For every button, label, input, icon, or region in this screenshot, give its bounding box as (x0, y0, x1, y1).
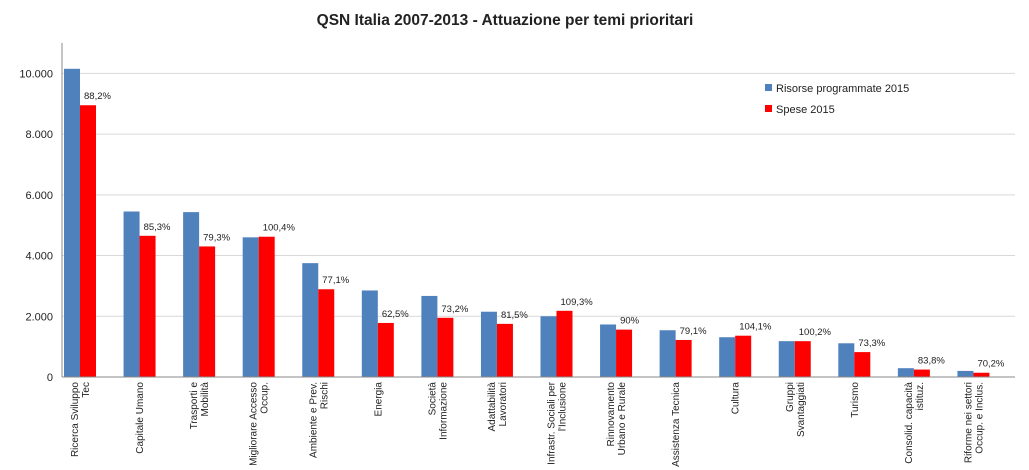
x-tick-label: Riforme nei settoriOccup. e Inclus. (963, 382, 985, 463)
bar-spese (139, 235, 156, 377)
data-label: 100,2% (799, 327, 832, 338)
x-tick-label: Trasporti eMobilità (189, 382, 211, 430)
x-tick-label: Consolid. capacitàistituz. (904, 382, 926, 464)
bar-risorse (242, 237, 259, 377)
data-label: 85,3% (144, 222, 171, 233)
bars (64, 68, 990, 378)
bar-risorse (123, 211, 140, 377)
legend-swatch-spese (765, 105, 772, 112)
x-tick-label: RinnovamentoUrbano e Rurale (606, 382, 628, 456)
data-label: 70,2% (977, 359, 1004, 370)
bar-spese (199, 246, 216, 377)
legend-label-risorse: Risorse programmate 2015 (776, 83, 909, 95)
y-tick-label: 8.000 (25, 129, 53, 141)
y-tick-label: 2.000 (25, 311, 53, 323)
data-label: 77,1% (322, 275, 349, 286)
bar-spese (496, 323, 513, 377)
data-label: 81,5% (501, 310, 528, 321)
data-label: 88,2% (84, 91, 111, 102)
bar-risorse (778, 341, 795, 377)
data-label: 79,3% (203, 232, 230, 243)
bar-spese (258, 236, 275, 377)
chart-title: QSN Italia 2007-2013 - Attuazione per te… (317, 12, 694, 29)
legend-label-spese: Spese 2015 (776, 104, 835, 116)
data-label: 109,3% (561, 297, 594, 308)
y-tick-label: 10.000 (19, 68, 53, 80)
legend: Risorse programmate 2015 Spese 2015 (765, 83, 909, 116)
legend-swatch-risorse (765, 84, 772, 91)
bar-spese (377, 322, 394, 377)
bar-spese (794, 341, 811, 377)
x-tick-label: Cultura (731, 382, 742, 415)
bar-spese (735, 335, 752, 377)
bar-risorse (600, 324, 617, 377)
x-axis: Ricerca SviluppoTec Capitale Umano Traspor… (62, 376, 1015, 467)
bar-spese (437, 317, 454, 377)
x-tick-label: Turismo (850, 382, 861, 418)
x-tick-label: Assistenza Tecnica (671, 382, 682, 467)
bar-spese (675, 339, 692, 377)
bar-risorse (421, 295, 438, 377)
x-tick-label: AdattabilitàLavoratori (487, 382, 509, 432)
y-tick-label: 0 (47, 372, 53, 384)
bar-risorse (957, 370, 974, 377)
x-tick-label: Ambiente e Prev.Rischi (308, 382, 330, 458)
x-tick-label: Energia (373, 382, 384, 417)
x-tick-label: Infrastr. Sociali perl'Inclusione (547, 381, 569, 464)
bar-spese (973, 372, 990, 377)
bar-spese (913, 369, 930, 377)
data-label: 79,1% (680, 326, 707, 337)
bar-risorse (897, 368, 914, 377)
bar-risorse (64, 68, 80, 378)
data-label: 104,1% (739, 322, 772, 333)
y-tick-label: 4.000 (25, 251, 53, 263)
x-tick-label: GruppiSvantaggiati (785, 382, 807, 437)
y-tick-label: 6.000 (25, 190, 53, 202)
x-tick-label: SocietàInformazione (427, 382, 449, 440)
bar-spese (616, 329, 633, 377)
data-label: 73,2% (441, 304, 468, 315)
data-label: 83,8% (918, 356, 945, 367)
x-tick-label: Capitale Umano (135, 382, 146, 454)
bar-risorse (302, 263, 319, 377)
bar-risorse (719, 337, 736, 377)
bar-spese (318, 289, 335, 377)
bar-spese (854, 352, 871, 377)
bar-risorse (183, 212, 200, 377)
data-label: 73,3% (858, 338, 885, 349)
bar-risorse (480, 311, 497, 377)
x-tick-label: Ricerca SviluppoTec (70, 382, 92, 457)
bar-spese (80, 105, 96, 377)
bar-risorse (540, 316, 557, 377)
x-tick-label: Migliorare AccessoOccup. (249, 382, 271, 466)
data-labels: 88,2% 85,3% 79,3% 100,4% 77,1% 62,5% 73,2% 81,5… (84, 91, 1005, 370)
bar-risorse (659, 330, 676, 377)
data-label: 100,4% (263, 223, 296, 234)
bar-risorse (838, 343, 855, 377)
bar-spese (556, 310, 573, 377)
y-axis: 0 2.000 4.000 6.000 8.000 10.000 (19, 43, 63, 384)
data-label: 62,5% (382, 309, 409, 320)
data-label: 90% (620, 316, 640, 327)
bar-risorse (361, 290, 378, 377)
